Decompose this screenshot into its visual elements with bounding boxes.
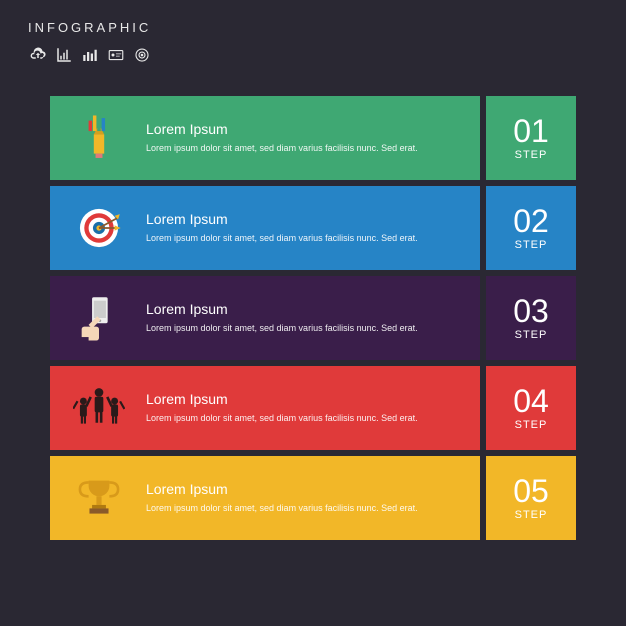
step-main: Lorem Ipsum Lorem ipsum dolor sit amet, … — [50, 276, 480, 360]
step-row: Lorem Ipsum Lorem ipsum dolor sit amet, … — [50, 186, 576, 270]
step-text: Lorem Ipsum Lorem ipsum dolor sit amet, … — [146, 301, 462, 335]
trophy-icon — [68, 472, 130, 524]
step-heading: Lorem Ipsum — [146, 391, 462, 407]
step-number-box: 02 STEP — [486, 186, 576, 270]
step-body: Lorem ipsum dolor sit amet, sed diam var… — [146, 412, 426, 425]
step-text: Lorem Ipsum Lorem ipsum dolor sit amet, … — [146, 121, 462, 155]
step-number: 04 — [513, 385, 549, 417]
header-icon-row — [28, 45, 598, 65]
page-title: INFOGRAPHIC — [28, 20, 598, 35]
step-text: Lorem Ipsum Lorem ipsum dolor sit amet, … — [146, 481, 462, 515]
step-label: STEP — [515, 149, 548, 161]
pencil-chart-icon — [68, 112, 130, 164]
step-label: STEP — [515, 239, 548, 251]
step-main: Lorem Ipsum Lorem ipsum dolor sit amet, … — [50, 96, 480, 180]
step-row: Lorem Ipsum Lorem ipsum dolor sit amet, … — [50, 276, 576, 360]
step-heading: Lorem Ipsum — [146, 121, 462, 137]
step-main: Lorem Ipsum Lorem ipsum dolor sit amet, … — [50, 456, 480, 540]
step-label: STEP — [515, 329, 548, 341]
step-body: Lorem ipsum dolor sit amet, sed diam var… — [146, 322, 426, 335]
step-body: Lorem ipsum dolor sit amet, sed diam var… — [146, 502, 426, 515]
target-icon — [132, 45, 152, 65]
step-body: Lorem ipsum dolor sit amet, sed diam var… — [146, 232, 426, 245]
step-main: Lorem Ipsum Lorem ipsum dolor sit amet, … — [50, 366, 480, 450]
step-row: Lorem Ipsum Lorem ipsum dolor sit amet, … — [50, 366, 576, 450]
step-body: Lorem ipsum dolor sit amet, sed diam var… — [146, 142, 426, 155]
step-text: Lorem Ipsum Lorem ipsum dolor sit amet, … — [146, 211, 462, 245]
chart-icon — [54, 45, 74, 65]
hand-phone-icon — [68, 292, 130, 344]
step-heading: Lorem Ipsum — [146, 211, 462, 227]
bars-icon — [80, 45, 100, 65]
step-number-box: 03 STEP — [486, 276, 576, 360]
step-number: 03 — [513, 295, 549, 327]
step-number: 02 — [513, 205, 549, 237]
card-icon — [106, 45, 126, 65]
step-main: Lorem Ipsum Lorem ipsum dolor sit amet, … — [50, 186, 480, 270]
people-icon — [68, 382, 130, 434]
step-heading: Lorem Ipsum — [146, 481, 462, 497]
steps-container: Lorem Ipsum Lorem ipsum dolor sit amet, … — [50, 96, 576, 546]
step-number-box: 04 STEP — [486, 366, 576, 450]
cloud-upload-icon — [28, 45, 48, 65]
header: INFOGRAPHIC — [0, 0, 626, 71]
step-row: Lorem Ipsum Lorem ipsum dolor sit amet, … — [50, 96, 576, 180]
step-heading: Lorem Ipsum — [146, 301, 462, 317]
step-label: STEP — [515, 419, 548, 431]
step-number: 05 — [513, 475, 549, 507]
step-row: Lorem Ipsum Lorem ipsum dolor sit amet, … — [50, 456, 576, 540]
step-text: Lorem Ipsum Lorem ipsum dolor sit amet, … — [146, 391, 462, 425]
step-number: 01 — [513, 115, 549, 147]
bullseye-icon — [68, 202, 130, 254]
step-label: STEP — [515, 509, 548, 521]
step-number-box: 01 STEP — [486, 96, 576, 180]
step-number-box: 05 STEP — [486, 456, 576, 540]
